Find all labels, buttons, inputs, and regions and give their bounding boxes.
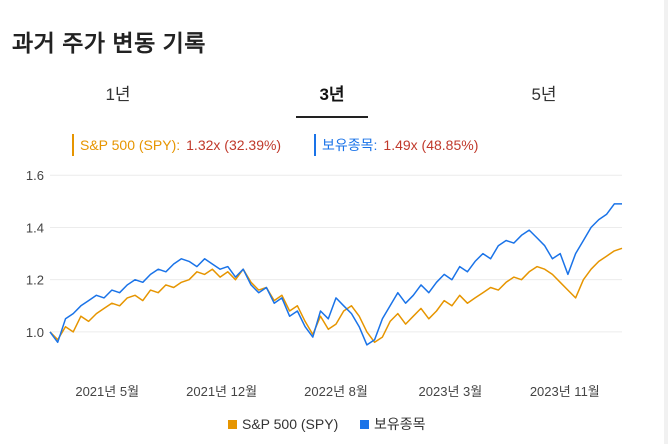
price-chart-svg: 1.0 1.2 1.4 1.6 2021년 5월 2021년 12월 2022년 8월 202… [26,168,623,399]
tab-5y[interactable]: 5년 [531,85,557,104]
x-tick-label: 2022년 8월 [304,384,368,399]
legend-label-portfolio: 보유종목 [374,416,426,432]
series-line-portfolio[interactable] [49,203,622,346]
x-tick-label: 2023년 11월 [530,384,600,399]
legend-swatch-portfolio [360,420,369,429]
summary-portfolio: 보유종목: 1.49x (48.85%) [314,134,478,156]
legend-item-sp500[interactable]: S&P 500 (SPY) [228,414,338,434]
x-tick-label: 2021년 5월 [75,384,139,399]
legend-swatch-sp500 [228,420,237,429]
y-tick-label: 1.0 [26,325,44,340]
summary-sp500-name: S&P 500 (SPY): [80,137,181,153]
return-summary: S&P 500 (SPY): 1.32x (32.39%) 보유종목: 1.49x … [0,134,664,160]
tab-3y[interactable]: 3년 [292,80,372,118]
tab-1y[interactable]: 1년 [105,85,131,104]
y-tick-label: 1.6 [26,168,44,183]
legend-label-sp500: S&P 500 (SPY) [242,416,339,432]
page-title: 과거 주가 변동 기록 [12,30,206,56]
x-tick-label: 2021년 12월 [186,384,257,399]
series-line-sp500[interactable] [49,247,623,344]
summary-sp500-value: 1.32x (32.39%) [186,137,282,153]
period-tabs: 1년 3년 5년 [0,80,664,120]
summary-portfolio-value: 1.49x (48.85%) [383,137,479,153]
chart-legend: S&P 500 (SPY) 보유종목 [0,414,664,434]
legend-item-portfolio[interactable]: 보유종목 [360,414,426,434]
y-tick-label: 1.4 [26,220,44,235]
summary-sp500: S&P 500 (SPY): 1.32x (32.39%) [72,134,281,156]
summary-portfolio-name: 보유종목: [322,137,378,153]
y-tick-label: 1.2 [26,273,44,288]
price-chart: 1.0 1.2 1.4 1.6 2021년 5월 2021년 12월 2022년 8월 202… [0,160,664,410]
x-tick-label: 2023년 3월 [419,384,483,399]
